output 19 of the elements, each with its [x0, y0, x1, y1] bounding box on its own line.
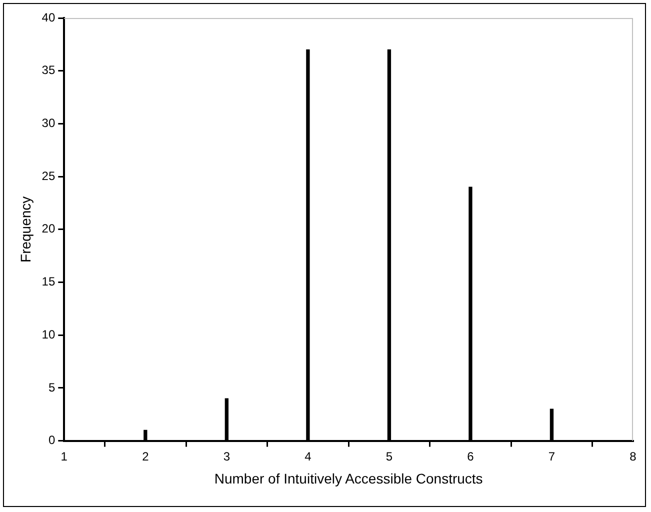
y-tick-label: 15 — [42, 274, 56, 289]
y-tick-label: 0 — [48, 433, 56, 448]
y-axis-title: Frequency — [17, 196, 34, 262]
x-tick-label: 6 — [467, 449, 474, 464]
y-tick-label: 30 — [42, 116, 56, 130]
x-tick-label: 4 — [304, 449, 312, 464]
y-tick-label: 20 — [42, 222, 56, 236]
x-tick-label: 5 — [386, 449, 393, 464]
x-axis-title: Number of Intuitively Accessible Constructs — [214, 470, 483, 486]
x-tick-label: 1 — [60, 449, 68, 464]
y-tick-label: 35 — [42, 63, 56, 78]
y-tick-label: 10 — [42, 327, 56, 342]
y-tick-label: 40 — [42, 10, 56, 24]
x-tick-label: 7 — [548, 449, 556, 464]
y-tick-label: 5 — [48, 380, 56, 394]
y-tick-label: 25 — [42, 168, 56, 183]
x-tick-label: 8 — [630, 449, 637, 464]
x-tick-label: 3 — [223, 449, 230, 464]
x-tick-label: 2 — [142, 449, 150, 464]
